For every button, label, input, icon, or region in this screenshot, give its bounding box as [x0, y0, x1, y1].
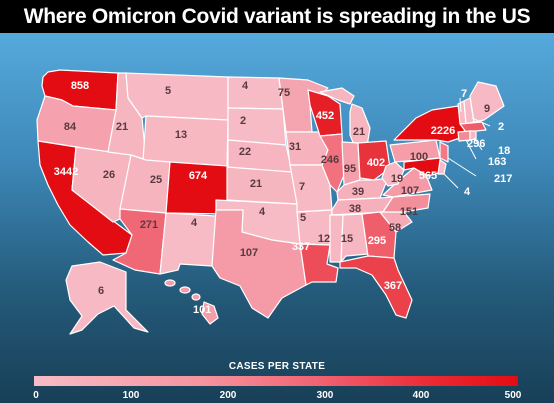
- state-label-nv: 26: [103, 169, 115, 181]
- state-label-mt: 5: [165, 85, 171, 97]
- callout-line-ct: [465, 139, 477, 160]
- state-label-me: 9: [484, 103, 490, 115]
- state-label-tx: 107: [240, 247, 258, 259]
- state-label-de: 4: [464, 186, 471, 198]
- state-label-fl: 367: [384, 280, 402, 292]
- callout-line-vt: [459, 97, 462, 113]
- legend-tick-300: 300: [316, 390, 334, 401]
- state-mn: [278, 77, 329, 133]
- state-nm: [159, 212, 217, 275]
- legend-tick-400: 400: [412, 390, 430, 401]
- legend-tick-200: 200: [219, 390, 237, 401]
- state-mt: [125, 72, 229, 121]
- state-label-ia: 31: [289, 141, 301, 153]
- state-label-wa: 858: [71, 80, 89, 92]
- state-label-la: 337: [292, 241, 310, 253]
- state-label-ky: 39: [352, 186, 364, 198]
- state-label-ny: 2226: [431, 125, 455, 137]
- state-hi: [164, 279, 219, 325]
- callout-line-nh: [471, 117, 491, 127]
- state-label-ne: 22: [239, 146, 251, 158]
- state-label-mi: 21: [353, 126, 365, 138]
- state-label-ct: 163: [488, 156, 506, 168]
- state-label-nm: 4: [191, 217, 198, 229]
- state-label-mo: 7: [299, 181, 305, 193]
- callout-line-ri: [473, 137, 483, 151]
- callout-line-de: [443, 173, 459, 189]
- state-label-in: 95: [344, 163, 356, 175]
- state-ne: [227, 139, 293, 173]
- state-label-nd: 4: [242, 80, 249, 92]
- legend-tick-0: 0: [33, 390, 39, 401]
- legend-tick-100: 100: [122, 390, 140, 401]
- state-label-ma: 296: [467, 138, 485, 150]
- state-al: [340, 213, 369, 263]
- state-tx: [211, 209, 307, 319]
- state-nj: [439, 141, 449, 163]
- state-label-ar: 5: [300, 212, 306, 224]
- state-label-wv: 19: [391, 173, 403, 185]
- state-label-va: 107: [401, 185, 419, 197]
- state-label-pa: 100: [410, 151, 428, 163]
- state-label-or: 84: [64, 121, 77, 133]
- state-label-co: 674: [189, 170, 208, 182]
- state-label-hi: 101: [193, 304, 211, 316]
- state-label-nj: 217: [494, 173, 512, 185]
- legend-tick-500: 500: [504, 390, 522, 401]
- state-label-wi: 452: [316, 110, 334, 122]
- state-label-md: 565: [419, 170, 437, 182]
- state-label-ak: 6: [98, 285, 104, 297]
- state-ri: [469, 130, 477, 141]
- state-mi-up: [319, 87, 355, 105]
- state-label-ri: 18: [498, 145, 510, 157]
- state-label-ms: 12: [318, 233, 330, 245]
- callout-line-nj: [447, 157, 477, 177]
- state-label-ga: 295: [368, 235, 386, 247]
- state-label-al: 15: [341, 233, 353, 245]
- state-oh: [357, 140, 391, 181]
- state-de: [437, 159, 447, 175]
- state-label-nh: 2: [498, 121, 504, 133]
- state-nd: [227, 76, 284, 110]
- state-label-id: 21: [116, 121, 128, 133]
- state-label-ut: 25: [150, 174, 162, 186]
- state-label-az: 271: [140, 219, 158, 231]
- callout-lines: [443, 97, 491, 189]
- legend-color-scale: [34, 376, 518, 386]
- state-label-sc: 58: [389, 222, 401, 234]
- state-fl: [339, 255, 413, 319]
- state-label-nc: 151: [400, 206, 418, 218]
- state-label-sd: 2: [240, 115, 246, 127]
- state-ak: [65, 261, 149, 335]
- state-sd: [227, 107, 287, 146]
- state-ga: [361, 211, 397, 259]
- state-label-ks: 21: [250, 178, 262, 190]
- state-label-il: 246: [321, 154, 339, 166]
- state-label-tn: 38: [349, 203, 361, 215]
- state-label-mn: 75: [278, 87, 290, 99]
- state-wy: [142, 115, 229, 168]
- state-label-wy: 13: [175, 129, 187, 141]
- state-ma: [459, 121, 487, 133]
- state-label-ca: 3442: [54, 166, 78, 178]
- map-title: Where Omicron Covid variant is spreading…: [0, 0, 554, 33]
- state-label-vt: 7: [461, 88, 467, 100]
- state-me: [469, 81, 505, 123]
- state-nc: [379, 193, 431, 213]
- state-label-oh: 402: [367, 157, 385, 169]
- legend-title: CASES PER STATE: [228, 361, 326, 372]
- state-label-ok: 4: [259, 206, 266, 218]
- state-il: [319, 133, 345, 193]
